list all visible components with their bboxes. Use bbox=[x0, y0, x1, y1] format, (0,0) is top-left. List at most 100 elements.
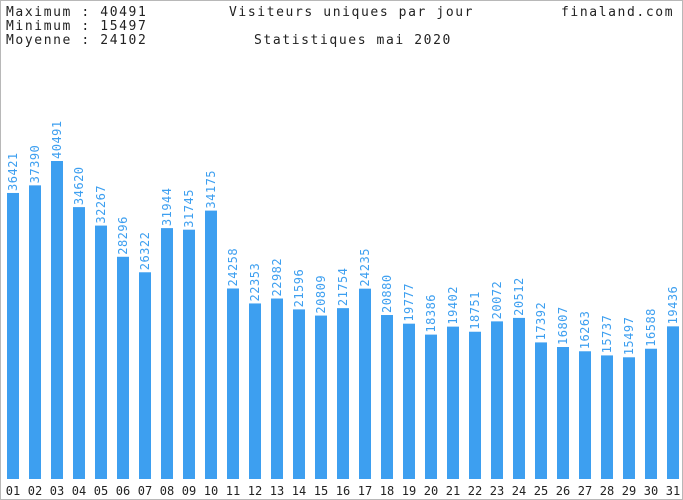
bar-day-12 bbox=[249, 303, 261, 479]
value-label: 26322 bbox=[138, 232, 152, 271]
bar-day-11 bbox=[227, 288, 239, 479]
x-tick-label: 06 bbox=[116, 484, 130, 498]
value-label: 34175 bbox=[204, 170, 218, 209]
value-label: 19402 bbox=[446, 286, 460, 325]
bar-day-18 bbox=[381, 315, 393, 479]
x-tick-label: 05 bbox=[94, 484, 108, 498]
value-label: 20072 bbox=[490, 281, 504, 320]
bar-day-31 bbox=[667, 326, 679, 479]
value-label: 18386 bbox=[424, 294, 438, 333]
bar-day-05 bbox=[95, 225, 107, 479]
value-label: 22353 bbox=[248, 263, 262, 302]
x-tick-label: 18 bbox=[380, 484, 394, 498]
bar-day-01 bbox=[7, 192, 19, 479]
x-tick-label: 02 bbox=[28, 484, 42, 498]
value-label: 37390 bbox=[28, 145, 42, 184]
x-tick-label: 16 bbox=[336, 484, 350, 498]
value-label: 34620 bbox=[72, 166, 86, 205]
value-label: 19777 bbox=[402, 283, 416, 322]
bar-day-13 bbox=[271, 298, 283, 479]
x-tick-label: 17 bbox=[358, 484, 372, 498]
value-label: 15497 bbox=[622, 317, 636, 356]
x-tick-label: 14 bbox=[292, 484, 306, 498]
bar-day-22 bbox=[469, 331, 481, 479]
bar-day-29 bbox=[623, 357, 635, 479]
value-label: 15737 bbox=[600, 315, 614, 354]
x-tick-label: 08 bbox=[160, 484, 174, 498]
bar-day-28 bbox=[601, 355, 613, 479]
value-label: 32267 bbox=[94, 185, 108, 224]
value-label: 24235 bbox=[358, 248, 372, 287]
x-tick-label: 20 bbox=[424, 484, 438, 498]
bar-day-25 bbox=[535, 342, 547, 479]
value-label: 36421 bbox=[6, 152, 20, 191]
bar-day-19 bbox=[403, 323, 415, 479]
x-tick-label: 10 bbox=[204, 484, 218, 498]
bar-day-23 bbox=[491, 321, 503, 479]
max-stat: Maximum : 40491 bbox=[6, 5, 148, 20]
bar-day-21 bbox=[447, 326, 459, 479]
value-label: 28296 bbox=[116, 216, 130, 255]
value-label: 16807 bbox=[556, 306, 570, 345]
value-label: 18751 bbox=[468, 291, 482, 330]
value-label: 20512 bbox=[512, 277, 526, 316]
x-tick-label: 13 bbox=[270, 484, 284, 498]
x-tick-label: 19 bbox=[402, 484, 416, 498]
bar-day-04 bbox=[73, 207, 85, 480]
site-name: finaland.com bbox=[561, 5, 675, 20]
x-tick-label: 30 bbox=[644, 484, 658, 498]
value-label: 17392 bbox=[534, 302, 548, 341]
value-label: 31944 bbox=[160, 187, 174, 226]
x-tick-label: 15 bbox=[314, 484, 328, 498]
x-tick-label: 31 bbox=[666, 484, 680, 498]
x-tick-label: 27 bbox=[578, 484, 592, 498]
x-tick-label: 29 bbox=[622, 484, 636, 498]
x-tick-label: 25 bbox=[534, 484, 548, 498]
value-label: 20809 bbox=[314, 275, 328, 314]
bar-day-17 bbox=[359, 288, 371, 479]
bar-day-30 bbox=[645, 348, 657, 479]
bar-day-27 bbox=[579, 351, 591, 479]
x-tick-label: 04 bbox=[72, 484, 86, 498]
min-stat: Minimum : 15497 bbox=[6, 19, 148, 34]
x-tick-label: 07 bbox=[138, 484, 152, 498]
bar-day-26 bbox=[557, 347, 569, 479]
x-tick-label: 01 bbox=[6, 484, 20, 498]
value-label: 40491 bbox=[50, 120, 64, 159]
bar-day-09 bbox=[183, 229, 195, 479]
avg-stat: Moyenne : 24102 bbox=[6, 33, 148, 48]
bar-day-03 bbox=[51, 161, 63, 479]
value-label: 16263 bbox=[578, 311, 592, 350]
x-tick-label: 21 bbox=[446, 484, 460, 498]
x-tick-label: 03 bbox=[50, 484, 64, 498]
chart-title: Visiteurs uniques par jour bbox=[229, 5, 475, 20]
bar-day-16 bbox=[337, 308, 349, 479]
x-tick-label: 26 bbox=[556, 484, 570, 498]
value-label: 19436 bbox=[666, 286, 680, 325]
value-label: 21596 bbox=[292, 269, 306, 308]
chart-subtitle: Statistiques mai 2020 bbox=[254, 33, 452, 48]
value-label: 24258 bbox=[226, 248, 240, 287]
x-tick-label: 11 bbox=[226, 484, 240, 498]
bar-day-02 bbox=[29, 185, 41, 479]
x-tick-label: 23 bbox=[490, 484, 504, 498]
x-tick-label: 22 bbox=[468, 484, 482, 498]
bar-day-07 bbox=[139, 272, 151, 479]
value-label: 31745 bbox=[182, 189, 196, 228]
bar-day-20 bbox=[425, 334, 437, 479]
bar-day-15 bbox=[315, 315, 327, 479]
bar-day-14 bbox=[293, 309, 305, 479]
bar-day-08 bbox=[161, 228, 173, 479]
x-tick-label: 24 bbox=[512, 484, 526, 498]
bar-day-24 bbox=[513, 317, 525, 479]
value-label: 21754 bbox=[336, 268, 350, 307]
x-tick-label: 09 bbox=[182, 484, 196, 498]
value-label: 22982 bbox=[270, 258, 284, 297]
x-tick-label: 28 bbox=[600, 484, 614, 498]
bar-day-06 bbox=[117, 256, 129, 479]
value-label: 20880 bbox=[380, 274, 394, 313]
bar-day-10 bbox=[205, 210, 217, 479]
x-tick-label: 12 bbox=[248, 484, 262, 498]
